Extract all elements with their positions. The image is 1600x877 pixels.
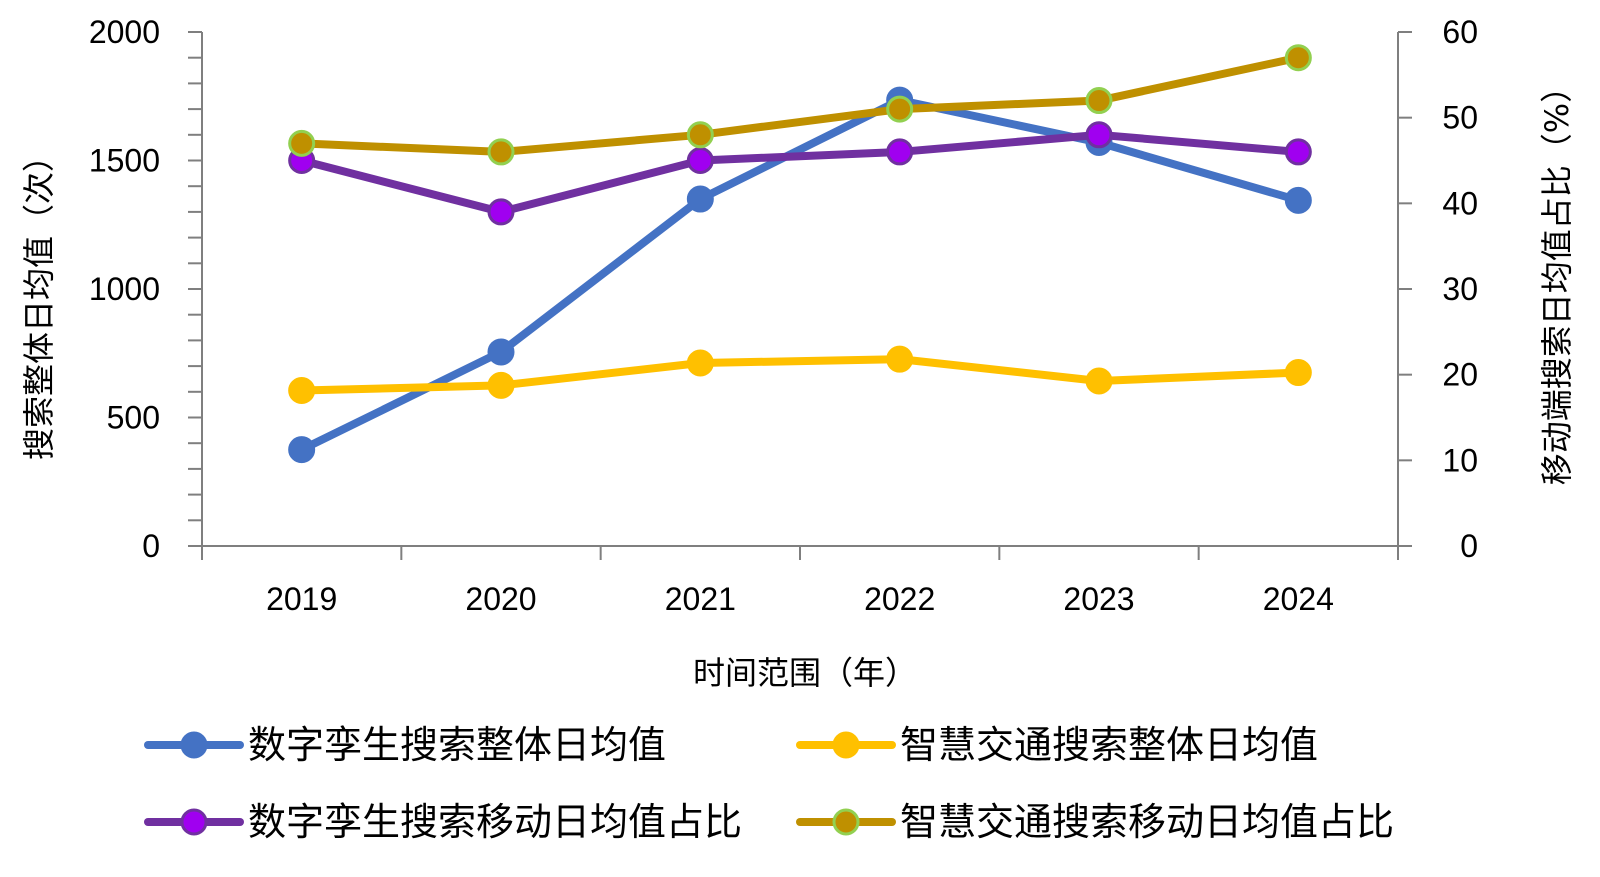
legend-label: 数字孪生搜索移动日均值占比: [248, 800, 742, 844]
series-2-point: [1085, 367, 1113, 395]
series-4: [288, 44, 1312, 166]
legend-label: 智慧交通搜索移动日均值占比: [900, 800, 1394, 844]
series-1-line: [297, 96, 1303, 454]
x-axis-title: 时间范围（年）: [693, 654, 917, 692]
series-3-point: [686, 147, 714, 174]
legend-item: 数字孪生搜索整体日均值: [144, 723, 666, 767]
y-right-tick-label: 50: [1442, 100, 1478, 136]
legend-swatch-marker: [180, 731, 208, 759]
y-right-tick-label: 60: [1442, 14, 1478, 50]
series-3-point: [1085, 121, 1113, 149]
series-2-point: [288, 377, 316, 405]
legend-swatch-marker: [180, 808, 208, 836]
y-right-tick-label: 10: [1442, 442, 1478, 478]
series-4-point: [487, 138, 515, 166]
series-layer: [288, 44, 1312, 464]
legend-label: 智慧交通搜索整体日均值: [900, 723, 1318, 767]
series-3-point: [1284, 138, 1312, 166]
x-tick-label: 2019: [266, 581, 337, 617]
legend-label: 数字孪生搜索整体日均值: [248, 723, 666, 767]
series-4-point: [1284, 44, 1312, 72]
y-right-tick-label: 0: [1460, 528, 1478, 564]
y-left-tick-label: 500: [107, 400, 160, 436]
series-1: [288, 86, 1312, 464]
legend-swatch-marker: [832, 808, 860, 836]
series-4-point: [686, 121, 714, 149]
legend-item: 智慧交通搜索移动日均值占比: [796, 800, 1394, 844]
series-2-point: [686, 349, 714, 377]
series-1-point: [686, 185, 714, 213]
series-4-point: [886, 95, 914, 123]
series-3-point: [886, 138, 914, 166]
y-right-tick-label: 40: [1442, 185, 1478, 221]
x-tick-label: 2022: [864, 581, 935, 617]
legend-item: 智慧交通搜索整体日均值: [796, 723, 1318, 767]
axes: 0 500 1000 1500 2000 0 10 20 30 40 50 60 2019 2020 202…: [89, 14, 1478, 617]
series-2-point: [886, 345, 914, 373]
y-left-tick-label: 1000: [89, 271, 160, 307]
series-1-point: [1284, 186, 1312, 214]
series-1-point: [487, 338, 515, 366]
series-2-point: [487, 371, 515, 399]
x-tick-label: 2020: [465, 581, 536, 617]
legend-item: 数字孪生搜索移动日均值占比: [144, 800, 742, 844]
series-3: [288, 121, 1312, 226]
series-2: [288, 345, 1312, 405]
y-axis-left-title: 搜索整体日均值（次）: [20, 140, 58, 460]
x-tick-label: 2021: [665, 581, 736, 617]
series-2-line: [297, 355, 1303, 395]
series-1-point: [288, 436, 316, 464]
y-left-tick-label: 2000: [89, 14, 160, 50]
y-right-tick-label: 20: [1442, 357, 1478, 393]
series-2-point: [1284, 359, 1312, 387]
x-tick-label: 2024: [1263, 581, 1334, 617]
legend-swatch-marker: [832, 731, 860, 759]
series-4-point: [1085, 87, 1113, 115]
series-4-point: [288, 129, 316, 157]
series-4-line: [297, 53, 1303, 156]
y-right-tick-label: 30: [1442, 271, 1478, 307]
y-left-tick-label: 0: [142, 528, 160, 564]
series-3-point: [487, 198, 515, 226]
series-3-line: [297, 130, 1303, 216]
y-axis-right-title: 移动端搜索日均值占比（%）: [1538, 71, 1576, 485]
y-left-tick-label: 1500: [89, 143, 160, 179]
x-tick-label: 2023: [1063, 581, 1134, 617]
